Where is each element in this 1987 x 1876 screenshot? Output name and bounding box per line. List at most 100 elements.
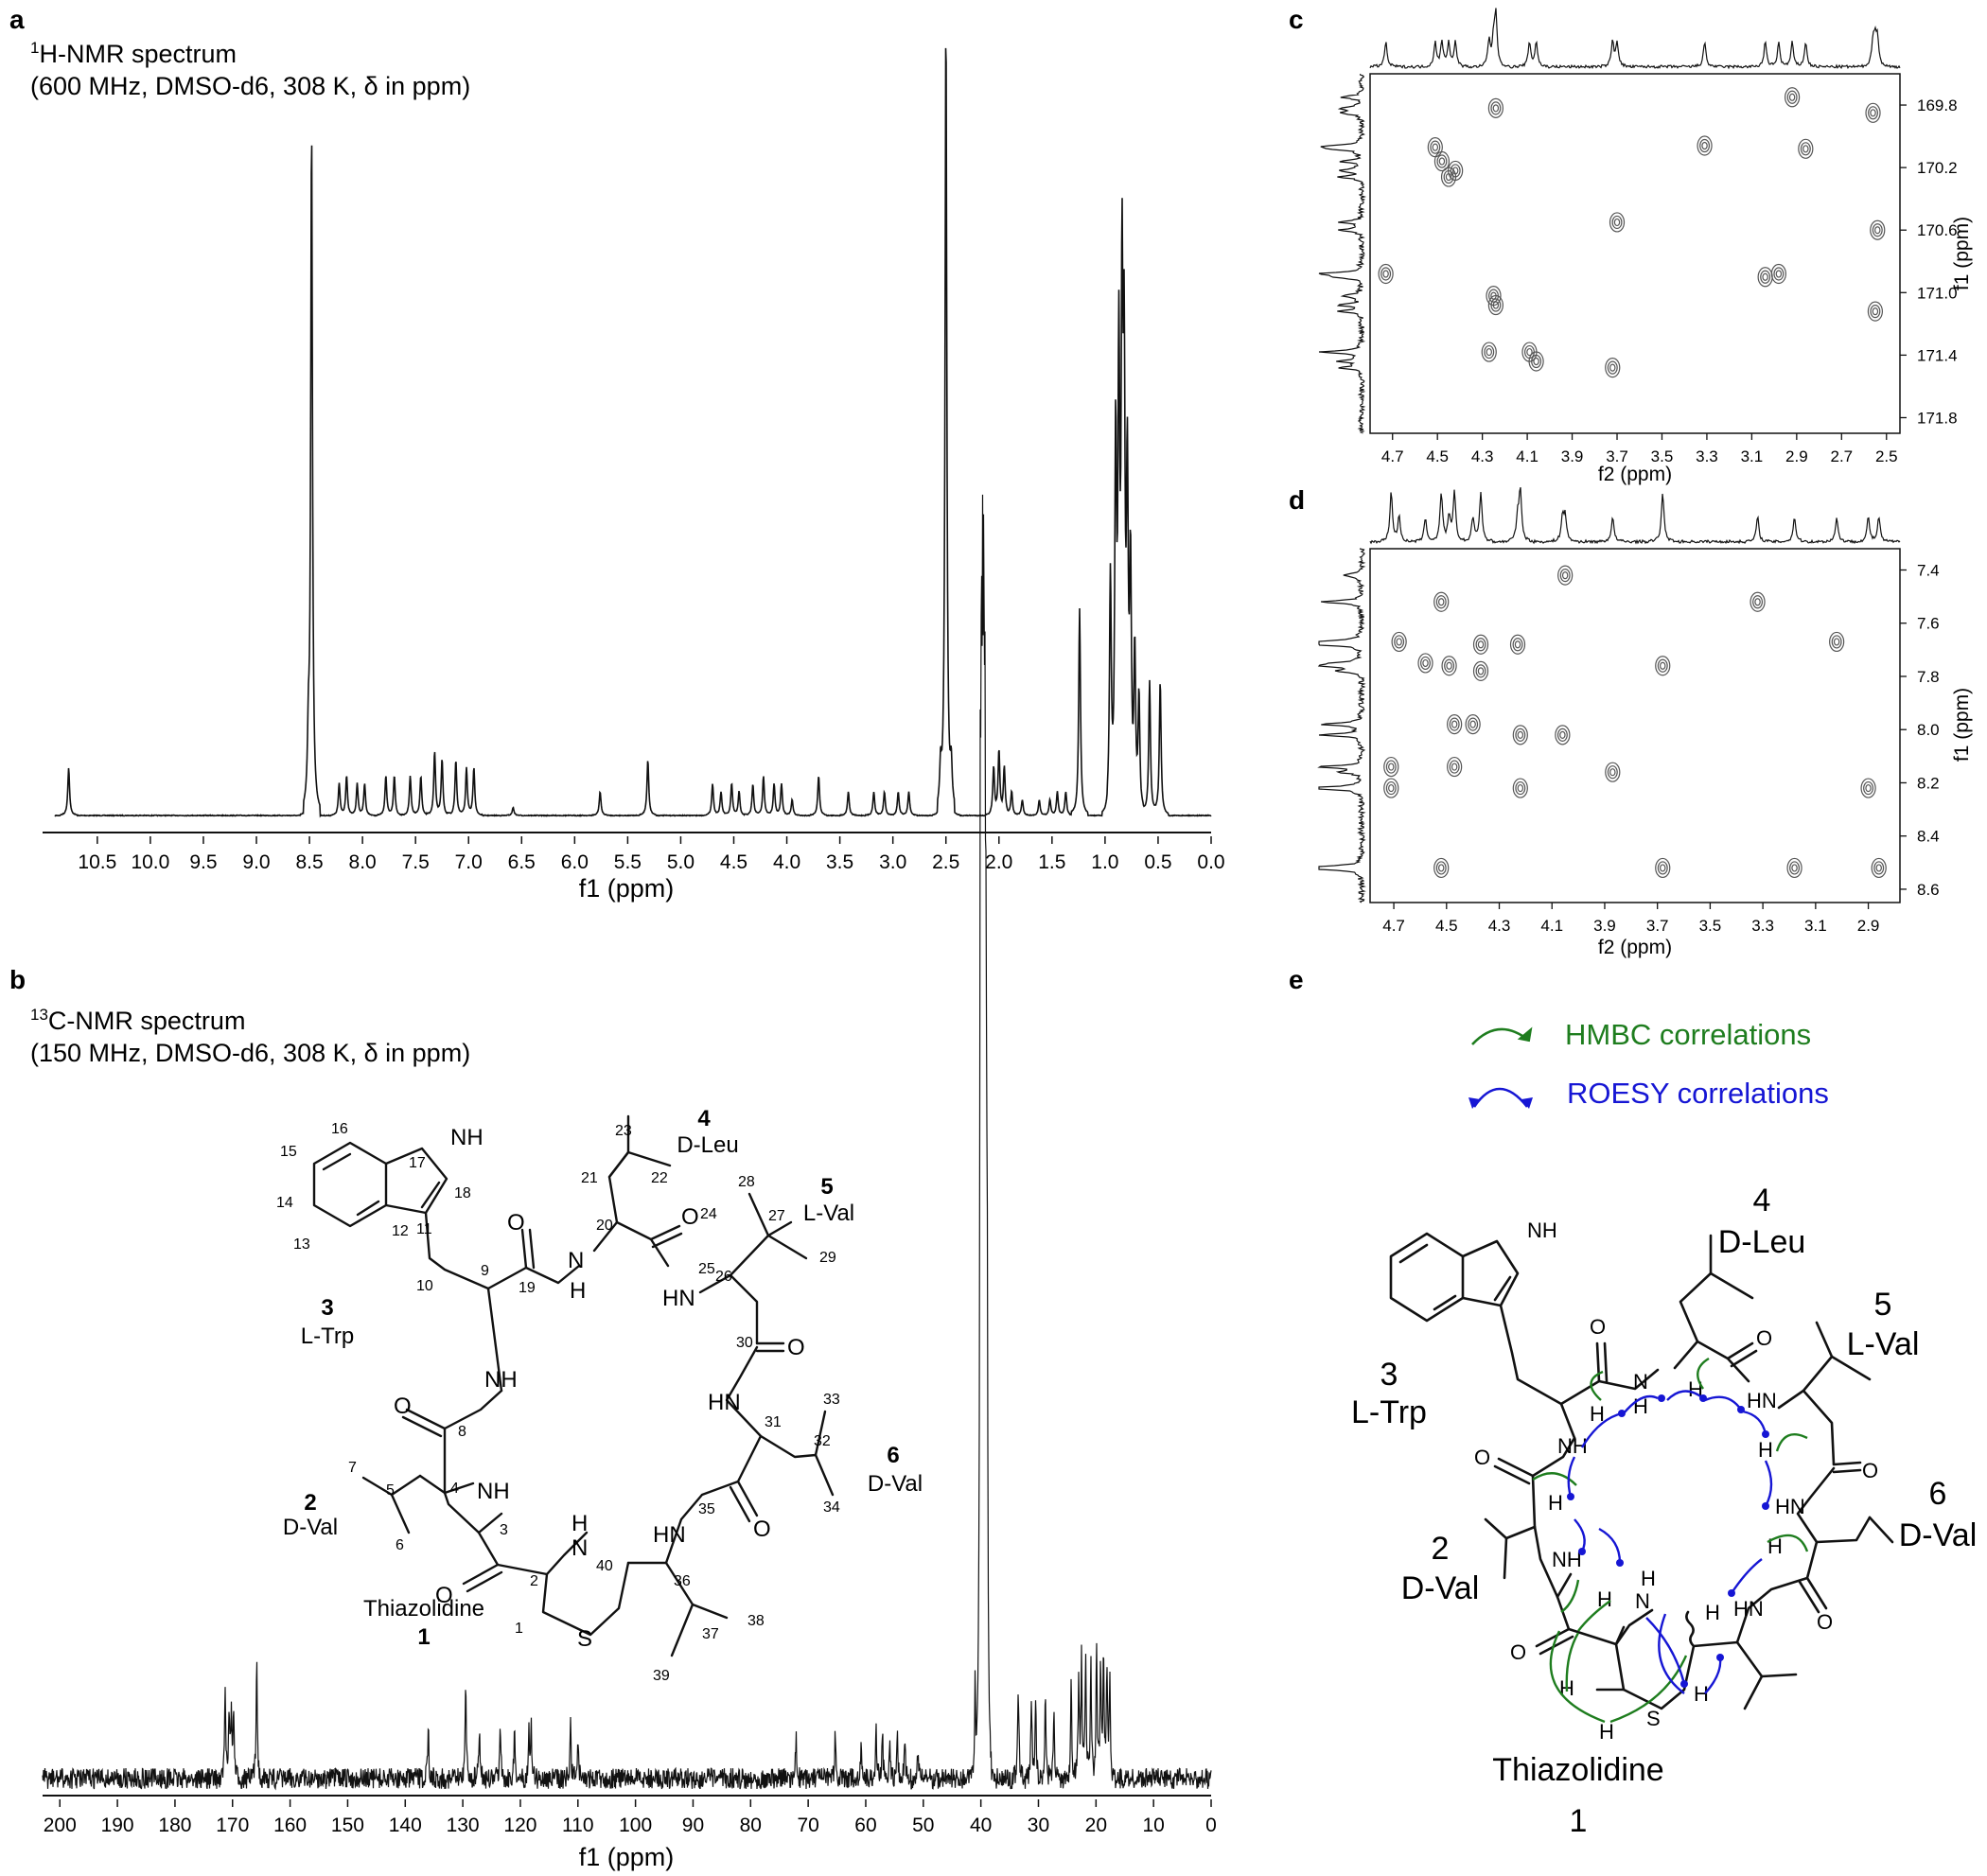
contour-ring (1512, 778, 1528, 798)
contour-ring (1875, 864, 1882, 872)
contour-ring (1490, 298, 1502, 312)
contour-ring (1605, 358, 1621, 378)
x-tick-label: 170 (216, 1815, 249, 1836)
panel-b-label: b (9, 965, 26, 994)
contour-ring (1873, 861, 1885, 875)
contour-ring (1385, 760, 1397, 774)
hmbc-arrow (1775, 1433, 1808, 1452)
hmbc-arrow (1590, 1370, 1604, 1401)
panel-c-cross-peaks (1378, 87, 1886, 378)
hmbc-arrow (1565, 1632, 1580, 1692)
atom-num-18: 18 (454, 1185, 471, 1201)
contour-ring (1657, 658, 1668, 673)
atom-num-7: 7 (348, 1460, 357, 1476)
panel-a-title-line2: (600 MHz, DMSO-d6, 308 K, δ in ppm) (30, 72, 470, 100)
contour-ring (1660, 661, 1666, 670)
contour-ring (1432, 143, 1439, 151)
contour-ring (1874, 226, 1881, 235)
contour-ring (1450, 164, 1461, 178)
aromatic-bond (356, 1200, 380, 1217)
contour-ring (1484, 344, 1495, 359)
x-tick-label: 3.5 (1699, 917, 1722, 935)
bond-chain (607, 1150, 672, 1224)
x-tick-label: 4.0 (773, 851, 800, 873)
x-tick-label: 3.7 (1606, 447, 1628, 465)
x-tick-label: 3.3 (1751, 917, 1774, 935)
contour-ring (1475, 638, 1486, 652)
x-tick-label: 2.5 (1875, 447, 1898, 465)
contour-ring (1435, 595, 1447, 609)
cross-peak (1609, 212, 1626, 233)
carbonyl-bond (1832, 1468, 1862, 1474)
residue-e-5-name: L-Val (1847, 1326, 1920, 1362)
structure-b (312, 1114, 835, 1657)
bond-chain (725, 1345, 763, 1483)
hmbc-correlations (1532, 1357, 1809, 1724)
cross-peak (1757, 267, 1773, 288)
carbonyl-bond (520, 1228, 528, 1270)
panel-d-f1-projection (1317, 548, 1366, 903)
contour-ring (1867, 301, 1883, 322)
panel-a-title-text: H-NMR spectrum (39, 40, 237, 68)
contour-ring (1441, 656, 1457, 676)
y-tick-label: 8.4 (1917, 828, 1940, 846)
atom-num-9: 9 (481, 1263, 489, 1279)
x-tick-label: 200 (44, 1815, 77, 1836)
contour-ring (1437, 598, 1445, 606)
atom-num-10: 10 (416, 1278, 433, 1294)
structure-e (1389, 1232, 1894, 1710)
x-tick-label: 130 (447, 1815, 480, 1836)
contour-ring (1451, 167, 1459, 175)
x-tick-label: 3.1 (1741, 447, 1764, 465)
bond-chain (477, 1512, 549, 1576)
atom-n: N (1635, 1589, 1650, 1613)
x-tick-label: 4.5 (720, 851, 747, 873)
atom-num-38: 38 (747, 1613, 765, 1629)
atom-num-31: 31 (765, 1414, 782, 1430)
cross-peak (1655, 857, 1671, 879)
contour-ring (1435, 861, 1447, 875)
panel-e: e HMBC correlations ROESY correlations (1289, 965, 1977, 1839)
atom-o: O (435, 1583, 453, 1608)
bond-chain (486, 1287, 503, 1393)
contour-ring (1383, 756, 1399, 778)
x-tick-label: 5.0 (667, 851, 695, 873)
contour-ring (1556, 728, 1568, 742)
bond-chain (486, 1264, 581, 1290)
cross-peak (1860, 778, 1876, 798)
carbonyl-bond (528, 1228, 536, 1270)
contour-ring (1438, 157, 1446, 166)
contour-ring (1515, 780, 1526, 796)
atom-num-6: 6 (396, 1537, 404, 1553)
cross-peak (1383, 778, 1399, 798)
hmbc-arrow (1767, 1534, 1809, 1552)
x-tick-label: 4.3 (1488, 917, 1511, 935)
bond-chain (361, 1476, 394, 1497)
panel-b-title-text: C-NMR spectrum (48, 1007, 246, 1035)
bond-chain (1679, 1271, 1754, 1343)
contour-ring (1788, 93, 1796, 101)
x-tick-label: 3.0 (879, 851, 906, 873)
bond-chain (607, 1150, 630, 1179)
contour-ring (1609, 768, 1616, 777)
atom-num-15: 15 (280, 1144, 297, 1160)
atom-num-4: 4 (450, 1481, 459, 1497)
roesy-arrow (1567, 1456, 1576, 1498)
x-tick-label: 140 (389, 1815, 422, 1836)
contour-ring (1607, 765, 1618, 780)
contour-ring (1775, 270, 1783, 278)
contour-ring (1394, 635, 1405, 649)
contour-ring (1802, 145, 1809, 153)
atom-num-12: 12 (392, 1223, 409, 1239)
residue-b-5-name: L-Val (803, 1201, 854, 1226)
x-tick-label: 3.9 (1593, 917, 1616, 935)
x-tick-label: 10.0 (131, 851, 169, 873)
residue-e-1-num: 1 (1570, 1803, 1588, 1839)
x-tick-label: 160 (273, 1815, 307, 1836)
x-tick-label: 3.7 (1646, 917, 1669, 935)
roesy-arrow (1623, 1394, 1659, 1414)
contour-ring (1383, 778, 1399, 798)
contour-ring (1378, 263, 1394, 285)
residue-b-6-num: 6 (887, 1443, 899, 1468)
carbonyl-bond (1493, 1464, 1531, 1485)
